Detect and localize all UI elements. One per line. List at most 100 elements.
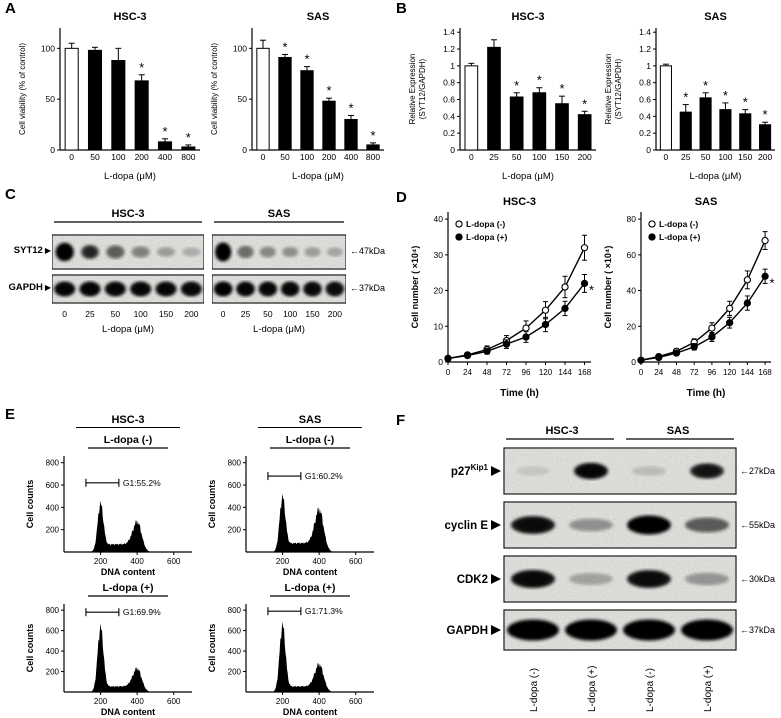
x-tick-label: 200 xyxy=(135,152,149,162)
bar xyxy=(577,114,592,151)
x-axis-label: L-dopa (μM) xyxy=(502,171,554,182)
chart-title: HSC-3 xyxy=(113,11,146,23)
y-tick-label: 20 xyxy=(434,286,444,296)
y-tick-label: 400 xyxy=(228,503,242,512)
g1-fraction-label: G1:55.2% xyxy=(123,478,161,488)
protein-band-core xyxy=(633,518,665,532)
dna-content-distribution xyxy=(246,621,374,692)
y-tick-label: 0.8 xyxy=(639,78,651,88)
protein-band-core xyxy=(158,283,174,295)
y-tick-label: 0.6 xyxy=(443,95,455,105)
col-header-hsc3: HSC-3 xyxy=(545,425,578,437)
x-tick-label: 100 xyxy=(111,152,125,162)
x-tick-label: 0 xyxy=(469,152,474,162)
tspan: p27 xyxy=(451,466,471,478)
y-tick-label: 1 xyxy=(450,61,455,71)
blot-noise xyxy=(53,276,203,302)
dna-content-distribution xyxy=(246,493,374,552)
x-tick-label: 200 xyxy=(758,152,772,162)
x-tick-label: 0 xyxy=(664,152,669,162)
panel-label-c: C xyxy=(5,186,16,203)
x-tick-label: 50 xyxy=(90,152,100,162)
kda-label-37: ←37kDa xyxy=(350,283,386,293)
protein-band-core xyxy=(694,465,720,477)
open-circle-marker xyxy=(522,324,530,332)
significance-asterisk: * xyxy=(589,282,594,297)
western-blot-group-svg: HSC-3 0 25 50 100 150 200 L-dopa (μM) xyxy=(52,208,204,335)
filled-circle-marker xyxy=(580,279,589,288)
blot-row-label-syt12: SYT12 ▶ xyxy=(2,245,51,256)
lane-concentration-label: 50 xyxy=(263,309,273,319)
x-tick-label: 24 xyxy=(654,368,663,377)
open-circle-marker xyxy=(541,306,550,314)
bar-chart-svg: SAS 0 0.2 0.4 0.6 0.8 1 1.2 1.4 Relative Expressi… xyxy=(604,11,775,182)
y-tick-label: 40 xyxy=(627,286,637,296)
y-tick-label: 800 xyxy=(46,459,60,468)
x-axis-label: DNA content xyxy=(101,707,155,717)
protein-band-core xyxy=(328,283,342,295)
flow-histogram-hsc3-ldopa-plus: L-dopa (+) 200 400 600 800 200 400 600 Cell coun… xyxy=(24,582,204,718)
bar xyxy=(759,124,772,151)
x-axis-label: Time (h) xyxy=(687,388,726,399)
subtitle: L-dopa (+) xyxy=(102,582,153,594)
y-tick-label: 20 xyxy=(627,321,637,331)
bar xyxy=(134,80,149,151)
lane-concentration-label: 100 xyxy=(283,309,297,319)
y-tick-label: 1.2 xyxy=(639,44,651,54)
y-tick-label: 200 xyxy=(228,668,242,677)
protein-band-core xyxy=(578,465,604,477)
y-tick-label: 1.2 xyxy=(443,44,455,54)
bar-chart-cell-viability-hsc3: HSC-3 0 50 100 Cell viability (% of control)… xyxy=(14,8,206,182)
western-blot-panel-f: HSC-3 SAS p27Kip1 ←27kDa cyclin E ←55kDa CDK2 ←… xyxy=(414,422,781,718)
flow-histogram-sas-ldopa-plus: L-dopa (+) 200 400 600 800 200 400 600 Cell coun… xyxy=(206,582,386,718)
col-header-sas: SAS xyxy=(667,425,690,437)
protein-band xyxy=(182,247,201,257)
group-title: SAS xyxy=(268,208,291,220)
filled-circle-marker xyxy=(708,333,716,341)
legend-label: L-dopa (-) xyxy=(659,219,698,229)
lane-concentration-label: 50 xyxy=(111,309,121,319)
y-axis-label: Cell counts xyxy=(25,480,35,529)
x-tick-label: 150 xyxy=(738,152,752,162)
lane-treatment-label: L-dopa (+) xyxy=(703,666,714,712)
filled-circle-marker xyxy=(637,356,645,364)
e-col-header-sas: SAS xyxy=(258,414,362,428)
x-tick-label: 400 xyxy=(130,697,144,706)
line-chart-cell-number-sas: SAS 0 20 40 60 80 0 24 48 72 96 120 144 168 Cell numbe… xyxy=(601,194,781,400)
bar xyxy=(659,65,672,151)
chart-title: HSC-3 xyxy=(503,196,536,208)
open-circle-marker xyxy=(561,283,569,291)
protein-name-syt12: SYT12 xyxy=(13,245,43,256)
arrowhead-right-icon xyxy=(491,466,501,476)
x-axis-label: L-dopa (μM) xyxy=(292,171,344,182)
flow-histogram-svg: L-dopa (+) 200 400 600 800 200 400 600 Cell coun… xyxy=(207,582,374,717)
protein-row-label: p27Kip1 xyxy=(451,463,489,478)
x-tick-label: 72 xyxy=(502,368,511,377)
y-tick-label: 40 xyxy=(434,214,444,224)
arrowhead-right-icon: ▶ xyxy=(44,282,51,292)
group-title: HSC-3 xyxy=(111,208,144,220)
filled-circle-marker xyxy=(725,319,734,327)
y-tick-label: 0 xyxy=(450,145,455,155)
flow-histogram-svg: L-dopa (-) 200 400 600 800 200 400 600 Cell coun… xyxy=(25,434,192,577)
x-axis-label: Time (h) xyxy=(500,388,539,399)
y-tick-label: 0 xyxy=(438,357,443,367)
y-tick-label: 600 xyxy=(228,481,242,490)
x-tick-label: 50 xyxy=(701,152,711,162)
bar xyxy=(739,113,752,151)
significance-asterisk: * xyxy=(348,100,353,115)
flow-histogram-sas-ldopa-minus: L-dopa (-) 200 400 600 800 200 400 600 Cell coun… xyxy=(206,434,386,578)
protein-band-core xyxy=(58,245,72,259)
e-col-header-hsc3: HSC-3 xyxy=(76,414,180,428)
bar xyxy=(532,92,547,151)
bar xyxy=(322,100,336,151)
y-tick-label: 80 xyxy=(627,214,637,224)
protein-band xyxy=(156,247,176,257)
protein-band xyxy=(569,518,613,532)
x-tick-label: 100 xyxy=(718,152,732,162)
y-tick-label: 800 xyxy=(228,606,242,615)
x-tick-label: 400 xyxy=(312,557,326,566)
filled-circle-marker xyxy=(761,272,769,280)
filled-circle-marker xyxy=(690,343,698,351)
